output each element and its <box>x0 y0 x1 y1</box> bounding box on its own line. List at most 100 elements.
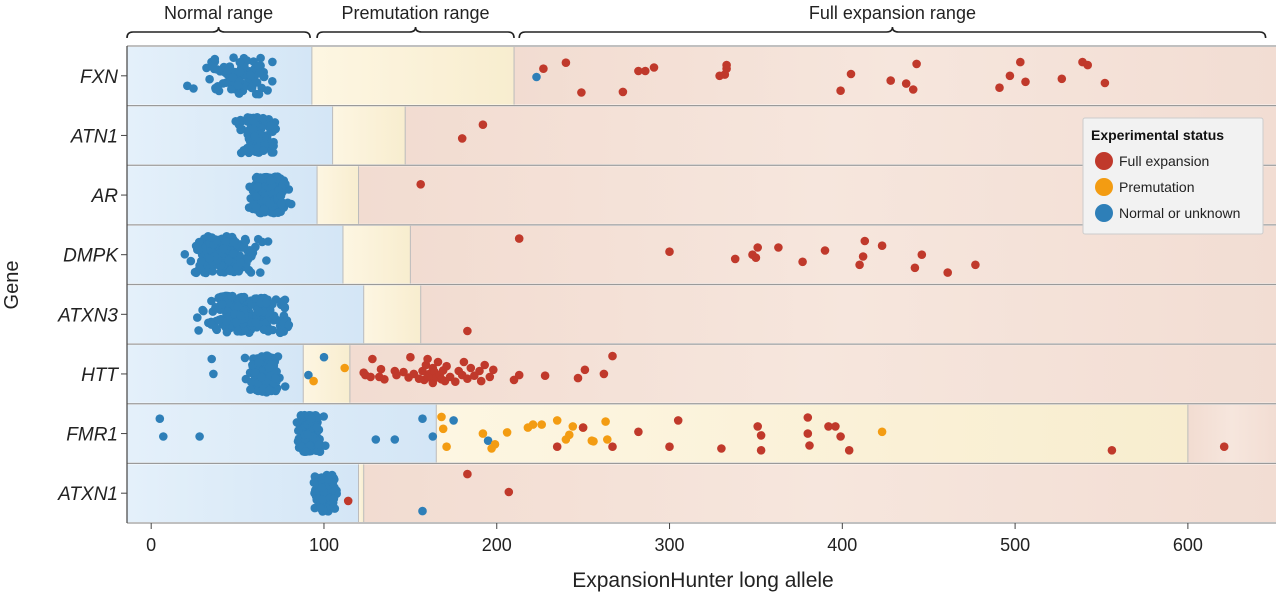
gene-label-ar: AR <box>91 186 119 207</box>
point-full-expansion-fmr1 <box>1107 446 1117 455</box>
point-normal-dmpk <box>244 265 254 275</box>
point-normal-fxn <box>209 64 219 74</box>
point-full-expansion-htt <box>366 372 375 382</box>
band-premutation-ar <box>317 166 359 224</box>
point-full-expansion-fxn <box>618 87 628 97</box>
point-normal-dmpk <box>228 249 238 258</box>
band-full-htt <box>349 345 1276 403</box>
legend-marker-full-expansion <box>1095 152 1113 170</box>
point-normal-or-unknown-fmr1 <box>159 432 168 441</box>
point-normal-atxn3 <box>240 326 249 335</box>
point-normal-or-unknown-fmr1 <box>195 432 204 441</box>
point-full-expansion-htt <box>392 370 401 380</box>
point-full-expansion-fmr1 <box>803 413 813 422</box>
point-normal-atxn3 <box>194 326 203 335</box>
point-premutation-fmr1 <box>438 424 448 434</box>
gene-label-atxn1: ATXN1 <box>57 484 118 505</box>
point-full-expansion-dmpk <box>774 243 783 252</box>
point-normal-atxn3 <box>284 320 294 330</box>
point-normal-atxn3 <box>261 298 271 308</box>
legend-marker-premutation <box>1095 178 1113 196</box>
point-full-expansion-dmpk <box>858 252 868 261</box>
band-normal-fmr1 <box>127 404 437 463</box>
gene-label-atxn3: ATXN3 <box>57 305 118 326</box>
band-normal-atn1 <box>127 106 333 165</box>
point-full-expansion-fxn <box>539 64 548 73</box>
y-axis: FXN ATN1 AR DMPK ATXN3 HTT FMR1 ATXN1 <box>57 67 127 505</box>
point-normal-htt <box>246 385 255 394</box>
point-full-expansion-fxn <box>1016 57 1025 67</box>
point-full-expansion-dmpk <box>877 241 887 250</box>
point-normal-dmpk <box>195 263 204 273</box>
point-normal-atxn3 <box>211 324 221 333</box>
point-normal-htt <box>257 373 267 382</box>
point-normal-or-unknown-htt <box>207 354 216 364</box>
point-full-expansion-dmpk <box>855 260 864 270</box>
point-normal-htt <box>271 373 280 383</box>
point-full-expansion-fmr1 <box>803 429 813 438</box>
legend-box <box>1082 117 1264 235</box>
point-normal-fxn <box>254 61 263 71</box>
point-premutation-htt <box>309 376 318 386</box>
point-full-expansion-fxn <box>561 58 571 67</box>
band-normal-ar <box>127 166 318 224</box>
point-full-expansion-dmpk <box>665 247 674 256</box>
point-full-expansion-htt <box>485 372 495 382</box>
point-normal-atxn1 <box>317 483 327 493</box>
point-normal-atn1 <box>248 116 258 125</box>
band-full-fxn <box>514 47 1276 105</box>
band-premutation-fxn <box>311 47 515 105</box>
point-normal-atxn3 <box>233 302 243 311</box>
point-normal-or-unknown-fmr1 <box>390 435 400 444</box>
point-normal-dmpk <box>208 267 217 276</box>
point-full-expansion-fmr1 <box>717 444 726 453</box>
point-full-expansion-fxn <box>649 63 659 72</box>
point-normal-atxn3 <box>207 296 216 306</box>
point-normal-atxn3 <box>233 327 242 336</box>
point-premutation-fmr1 <box>490 440 500 449</box>
point-premutation-fmr1 <box>552 416 562 425</box>
bracket-normal-range <box>126 26 311 39</box>
point-normal-atn1 <box>258 113 268 123</box>
point-full-expansion-htt <box>399 367 408 377</box>
point-normal-dmpk <box>207 233 217 242</box>
point-normal-fmr1 <box>301 447 310 456</box>
point-full-expansion-fxn <box>908 85 918 94</box>
point-normal-ar <box>251 202 261 212</box>
gene-label-fmr1: FMR1 <box>66 425 118 446</box>
point-full-expansion-htt <box>406 352 415 362</box>
point-full-expansion-dmpk <box>971 260 980 270</box>
point-normal-atxn3 <box>217 300 227 309</box>
point-normal-atxn3 <box>238 293 247 302</box>
point-full-expansion-htt <box>514 370 524 380</box>
point-full-expansion-dmpk <box>730 254 740 264</box>
point-normal-fmr1 <box>314 440 324 449</box>
point-full-expansion-fmr1 <box>634 427 643 437</box>
bracket-label-normal-range: Normal range <box>164 3 273 23</box>
point-full-expansion-atn1 <box>457 134 467 143</box>
point-normal-dmpk <box>229 238 239 247</box>
point-full-expansion-dmpk <box>753 243 762 252</box>
band-full-atxn3 <box>420 285 1276 344</box>
point-full-expansion-fxn <box>846 69 856 79</box>
point-normal-dmpk <box>194 245 203 255</box>
point-full-expansion-fmr1 <box>844 446 854 455</box>
band-full-atxn1 <box>363 464 1276 522</box>
point-full-expansion-fmr1 <box>831 422 840 431</box>
point-full-expansion-fmr1 <box>836 432 845 441</box>
point-normal-fmr1 <box>321 441 330 451</box>
point-normal-atxn3 <box>236 311 246 321</box>
point-full-expansion-htt <box>480 360 490 370</box>
point-normal-dmpk <box>241 236 251 246</box>
point-full-expansion-fxn <box>1005 71 1015 81</box>
point-normal-ar <box>251 192 261 201</box>
point-premutation-fmr1 <box>478 429 488 438</box>
y-axis-label: Gene <box>1 261 23 310</box>
legend-title: Experimental status <box>1091 127 1224 143</box>
point-normal-atxn3 <box>227 292 236 301</box>
point-normal-htt <box>265 385 274 395</box>
point-normal-dmpk <box>257 237 267 247</box>
point-full-expansion-fmr1 <box>673 416 683 425</box>
point-normal-atxn3 <box>278 296 288 306</box>
